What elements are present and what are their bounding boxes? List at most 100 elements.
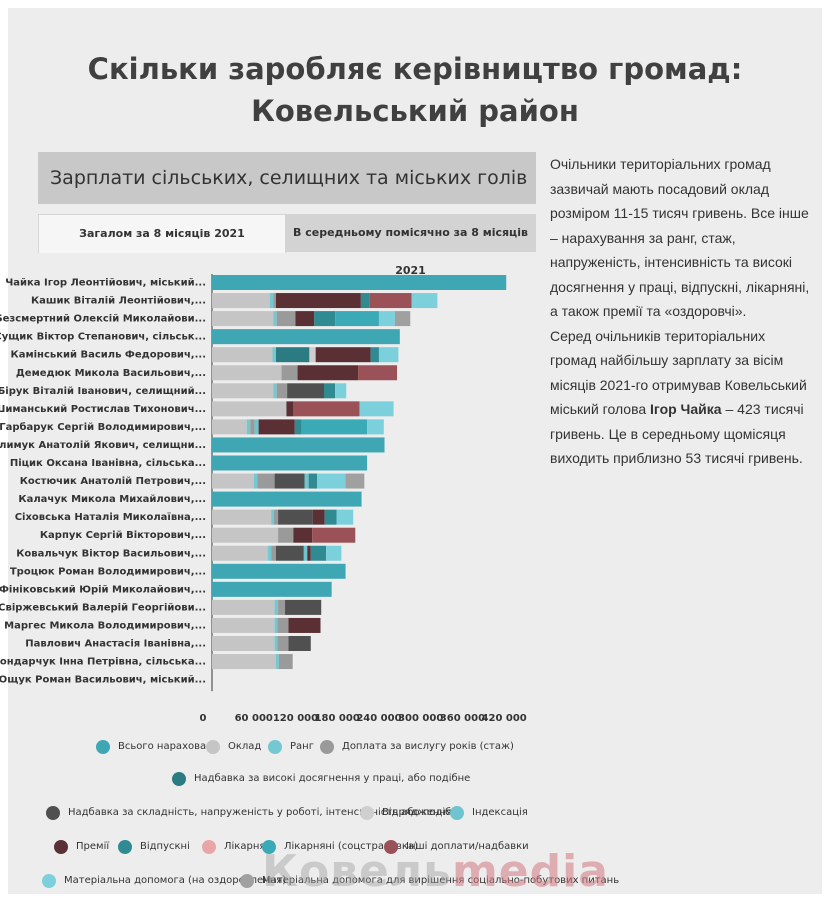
bar-segment — [288, 636, 311, 651]
bar-segment — [304, 473, 309, 489]
legend-item[interactable]: Оклад — [206, 738, 261, 756]
bar-segment — [212, 581, 332, 597]
bar-segment — [254, 419, 259, 435]
legend-label: Лікарняні — [224, 841, 275, 852]
category-label: Ющук Роман Васильович, міський... — [0, 675, 206, 686]
category-label: Сущик Віктор Степанович, сільськ... — [0, 332, 206, 343]
legend-item[interactable]: Лікарняні (соцстраховка) — [262, 838, 418, 856]
title-line-1: Скільки заробляє керівництво громад: — [87, 52, 743, 86]
bar-segment — [278, 509, 313, 525]
bar-segment — [312, 509, 325, 525]
bar-segment — [358, 365, 398, 381]
category-label: Камінський Василь Федорович,... — [11, 350, 206, 361]
bar-segment — [212, 545, 268, 561]
legend-label: Оклад — [228, 741, 262, 752]
bar-segment — [360, 293, 370, 309]
bar-segment — [212, 329, 400, 345]
legend-swatch — [46, 806, 60, 820]
bar-segment — [271, 509, 274, 525]
bar-segment — [257, 473, 275, 489]
bar-segment — [212, 491, 362, 507]
bar-segment — [212, 599, 275, 615]
legend-item[interactable]: Лікарняні — [202, 838, 275, 856]
category-label: Чайка Ігор Леонтійович, міський... — [5, 278, 206, 289]
legend-swatch — [384, 840, 398, 854]
bar-segment — [212, 365, 282, 381]
bar-segment — [335, 383, 347, 399]
bar-segment — [297, 365, 359, 381]
bar-segment — [307, 545, 311, 561]
category-label: Свіржевський Валерій Георгійови... — [0, 602, 206, 613]
legend-item[interactable]: Надбавка за складність, напруженість у р… — [46, 804, 464, 822]
category-label: Костючик Анатолій Петрович,... — [20, 476, 206, 487]
x-tick-label: 300 000 — [398, 713, 443, 724]
bar-segment — [212, 437, 385, 453]
legend-swatch — [268, 740, 282, 754]
bar-segment — [212, 473, 254, 489]
legend-item[interactable]: Відпускні — [118, 838, 190, 856]
bar-segment — [294, 419, 302, 435]
legend-label: Всього нараховано — [118, 741, 219, 752]
tab-total-8-months[interactable]: Загалом за 8 місяців 2021 — [38, 214, 286, 253]
bar-segment — [273, 311, 277, 327]
bar-segment — [274, 636, 278, 651]
legend-item[interactable]: Матеріальна допомога для вирішення соціа… — [240, 872, 619, 890]
side-paragraph-1: Очільники територіальних громад зазвичай… — [550, 156, 810, 319]
legend-item[interactable]: Відрядження — [360, 804, 452, 822]
bar-segment — [411, 293, 438, 309]
legend-item[interactable]: Інші доплати/надбавки — [384, 838, 529, 856]
category-label: Троцюк Роман Володимирович,... — [10, 566, 206, 577]
legend-item[interactable]: Доплата за вислугу років (стаж) — [320, 738, 514, 756]
bar-segment — [274, 599, 279, 615]
bar-segment — [212, 636, 275, 651]
bar-segment — [274, 617, 278, 633]
x-tick-label: 0 — [200, 713, 207, 724]
bar-segment — [281, 365, 298, 381]
category-label: Маргес Микола Володимирович,... — [4, 620, 206, 631]
category-label: Кашик Віталій Леонтійович,... — [31, 296, 206, 307]
bar-segment — [276, 383, 288, 399]
bar-segment — [273, 383, 277, 399]
category-label: Павлович Анастасія Іванівна,... — [25, 639, 206, 650]
bar-segment — [335, 311, 379, 327]
bar-segment — [317, 473, 346, 489]
bar-segment — [275, 347, 310, 363]
salary-bar-chart: Чайка Ігор Леонтійович, міський... Кашик … — [0, 274, 527, 724]
bar-segment — [212, 347, 273, 363]
legend-swatch — [240, 874, 254, 888]
legend-item[interactable]: Індексація — [450, 804, 528, 822]
legend-swatch — [450, 806, 464, 820]
bar-segment — [212, 275, 507, 290]
category-label: Ковальчук Віктор Васильович,... — [16, 548, 206, 559]
bar-segment — [212, 654, 276, 670]
legend-item[interactable]: Премії — [54, 838, 109, 856]
bar-segment — [378, 347, 399, 363]
bar-segment — [272, 347, 276, 363]
bar-segment — [275, 654, 279, 670]
bar-segment — [276, 311, 296, 327]
legend-swatch — [172, 772, 186, 786]
bar-segment — [369, 293, 412, 309]
bar-segment — [212, 293, 270, 309]
legend-label: Премії — [76, 841, 110, 852]
bar-segment — [212, 419, 247, 435]
category-label: Шиманський Ростислав Тихонович... — [0, 404, 206, 415]
tab-monthly-average[interactable]: В середньому помісячно за 8 місяців 2021 — [285, 214, 536, 277]
legend-item[interactable]: Всього нараховано — [96, 738, 219, 756]
bar-segment — [212, 617, 275, 633]
x-tick-label: 60 000 — [235, 713, 273, 724]
category-label: Гарбарук Сергій Володимирович,... — [0, 421, 206, 433]
chart-subtitle: Зарплати сільських, селищних та міських … — [50, 167, 528, 189]
legend-label: Доплата за вислугу років (стаж) — [342, 741, 514, 752]
bar-segment — [345, 473, 365, 489]
legend-label: Надбавка за складність, напруженість у р… — [68, 807, 464, 818]
legend-label: Ранг — [290, 741, 314, 752]
bar-segment — [274, 473, 305, 489]
bar-segment — [314, 311, 336, 327]
legend-swatch — [54, 840, 68, 854]
legend-item[interactable]: Надбавка за високі досягнення у праці, а… — [172, 770, 470, 788]
bar-segment — [324, 509, 337, 525]
legend-item[interactable]: Ранг — [268, 738, 314, 756]
bar-segment — [273, 509, 279, 525]
legend-item[interactable]: Матеріальна допомога (на оздоровлення) — [42, 872, 286, 890]
